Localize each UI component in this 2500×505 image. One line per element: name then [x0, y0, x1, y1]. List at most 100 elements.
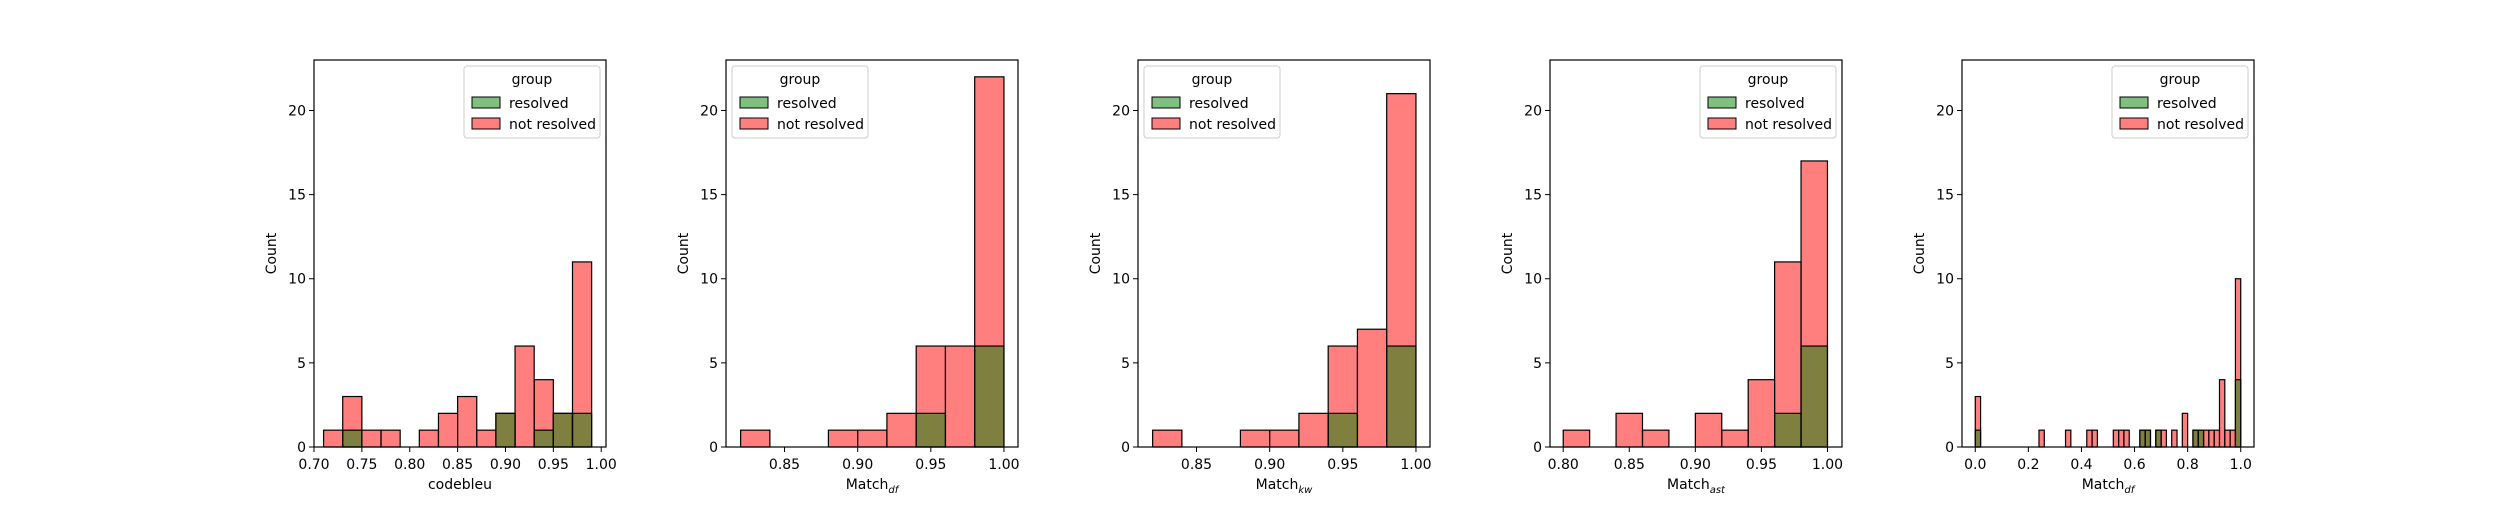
bar-not-resolved: [1562, 429, 1591, 448]
legend-swatch-not-resolved: [471, 117, 501, 130]
x-tick-label: 0.85: [1614, 457, 1645, 473]
x-tick-label: 0.70: [298, 457, 329, 473]
y-tick-label: 5: [297, 356, 306, 372]
y-tick-label: 10: [1112, 272, 1130, 288]
x-tick-label: 0.90: [842, 457, 873, 473]
bar-not-resolved: [380, 429, 401, 448]
x-tick-label: 0.95: [915, 457, 946, 473]
bar-resolved: [2234, 379, 2242, 448]
x-axis-label: Matchdf: [2082, 477, 2136, 496]
legend: group resolved not resolved: [1143, 65, 1281, 139]
bar-not-resolved: [2229, 429, 2237, 448]
bar-resolved: [2192, 429, 2199, 448]
y-tick-label: 10: [1936, 272, 1954, 288]
y-tick-label: 5: [1121, 356, 1130, 372]
bar-not-resolved: [2202, 429, 2210, 448]
legend-label: resolved: [1189, 96, 1249, 112]
legend-title: group: [1748, 72, 1789, 88]
y-tick-label: 20: [288, 103, 306, 119]
bar-not-resolved: [2224, 429, 2231, 448]
bar-not-resolved: [437, 412, 459, 448]
legend-label: resolved: [777, 96, 837, 112]
x-tick-label: 0.85: [769, 457, 800, 473]
y-tick-label: 20: [1524, 103, 1542, 119]
x-tick-label: 0.0: [1964, 457, 1986, 473]
plot-frame: [725, 59, 1019, 448]
bar-not-resolved: [322, 429, 344, 448]
legend-label: not resolved: [1745, 117, 1832, 133]
x-tick-label: 0.80: [1548, 457, 1579, 473]
legend-label: not resolved: [509, 117, 596, 133]
x-tick-label: 0.80: [394, 457, 425, 473]
legend-title: group: [512, 72, 553, 88]
y-tick-label: 10: [1524, 272, 1542, 288]
x-tick-label: 0.95: [538, 457, 569, 473]
x-tick-label: 1.00: [586, 457, 617, 473]
y-tick-label: 15: [1112, 188, 1130, 204]
y-tick-label: 5: [709, 356, 718, 372]
legend-swatch-resolved: [1707, 96, 1737, 109]
plot-frame: [1549, 59, 1843, 448]
legend: group resolved not resolved: [2111, 65, 2249, 139]
bar-not-resolved: [457, 395, 478, 448]
x-tick-label: 0.8: [2177, 457, 2199, 473]
x-axis-label: Matchast: [1667, 477, 1726, 496]
bar-not-resolved: [1269, 429, 1300, 448]
bar-resolved: [1800, 345, 1829, 448]
bar-not-resolved: [857, 429, 888, 448]
y-axis-label: Count: [1088, 232, 1104, 274]
bar-not-resolved: [2171, 429, 2178, 448]
bar-not-resolved: [2218, 379, 2226, 448]
legend-swatch-resolved: [1151, 96, 1181, 109]
bar-resolved: [1386, 345, 1417, 448]
bar-not-resolved: [1694, 412, 1723, 448]
legend-label: not resolved: [777, 117, 864, 133]
bar-not-resolved: [1721, 429, 1749, 448]
bar-not-resolved: [1615, 412, 1644, 448]
x-tick-label: 1.0: [2230, 457, 2252, 473]
legend-label: resolved: [1745, 96, 1805, 112]
chart-4: 0 5 10 15 20 0.80 0.85 0.90 0.95 1.00 Count Matchas…: [1500, 59, 1843, 496]
bar-not-resolved: [1641, 429, 1670, 448]
x-axis-label-subscript: kw: [1298, 485, 1313, 496]
y-tick-label: 15: [700, 188, 718, 204]
legend-title: group: [2160, 72, 2201, 88]
bar-resolved: [974, 345, 1005, 448]
y-tick-label: 0: [297, 440, 306, 456]
bar-resolved: [2155, 429, 2162, 448]
x-tick-label: 0.90: [1254, 457, 1285, 473]
y-tick-label: 0: [1121, 440, 1130, 456]
x-tick-label: 1.00: [1400, 457, 1431, 473]
plot-frame: [1137, 59, 1431, 448]
bar-not-resolved: [944, 345, 976, 448]
bar-resolved: [533, 429, 554, 448]
bar-not-resolved: [514, 345, 535, 448]
y-tick-label: 20: [1112, 103, 1130, 119]
plot-frame: [313, 59, 607, 448]
y-axis-label: Count: [676, 232, 692, 274]
plot-frame: [1961, 59, 2255, 448]
chart-2: 0 5 10 15 20 0.85 0.90 0.95 1.00 Count Matchdf grou…: [676, 59, 1020, 496]
bar-not-resolved: [1152, 429, 1183, 448]
bar-resolved: [1974, 429, 1982, 448]
legend-swatch-resolved: [471, 96, 501, 109]
bar-resolved: [2197, 429, 2205, 448]
legend-swatch-not-resolved: [739, 117, 769, 130]
bar-not-resolved: [2112, 429, 2120, 448]
x-axis-label: Matchkw: [1256, 477, 1314, 496]
bar-not-resolved: [1747, 379, 1776, 448]
x-axis-label: Matchdf: [846, 477, 900, 496]
bar-not-resolved: [2123, 429, 2130, 448]
bar-not-resolved: [2118, 429, 2125, 448]
bar-not-resolved: [2064, 429, 2072, 448]
chart-5: 0 5 10 15 20 0.0 0.2 0.4 0.6 0.8 1.0 Count Matchdf gr…: [1912, 59, 2255, 496]
bar-not-resolved: [740, 429, 771, 448]
bar-not-resolved: [2208, 429, 2215, 448]
y-tick-label: 10: [700, 272, 718, 288]
x-axis-label-subscript: ast: [1710, 485, 1726, 496]
bar-not-resolved: [2181, 412, 2189, 448]
x-tick-label: 1.00: [988, 457, 1019, 473]
y-tick-label: 5: [1945, 356, 1954, 372]
